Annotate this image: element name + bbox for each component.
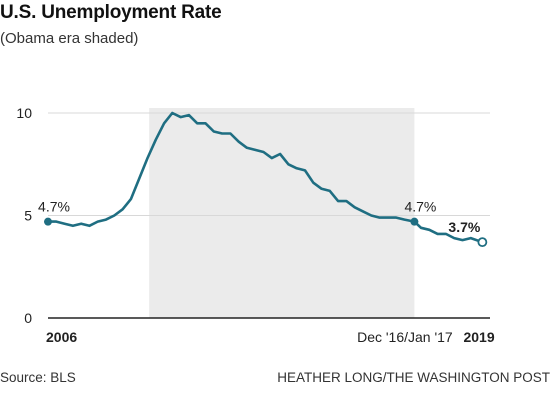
y-tick-label: 0 [24,310,32,326]
chart-subtitle: (Obama era shaded) [0,30,139,47]
x-tick-label: 2006 [46,329,77,345]
x-tick-label: Dec '16/Jan '17 [357,329,453,345]
x-tick-label: 2019 [463,329,494,345]
y-tick-label: 5 [24,208,32,224]
series-line-unemployment-rate [46,111,484,244]
source-note: Source: BLS [0,370,76,385]
annotation-label: 4.7% [404,199,436,215]
y-tick-label: 10 [16,105,32,121]
annotation-point [44,217,52,226]
chart-title: U.S. Unemployment Rate [0,2,222,23]
shaded-region-obama-era [149,108,415,318]
annotation-label: 4.7% [38,199,70,215]
annotation-point [410,217,419,226]
annotation-label: 3.7% [448,219,480,235]
annotation-point-latest [477,237,488,248]
credit-note: HEATHER LONG/THE WASHINGTON POST [277,370,550,385]
